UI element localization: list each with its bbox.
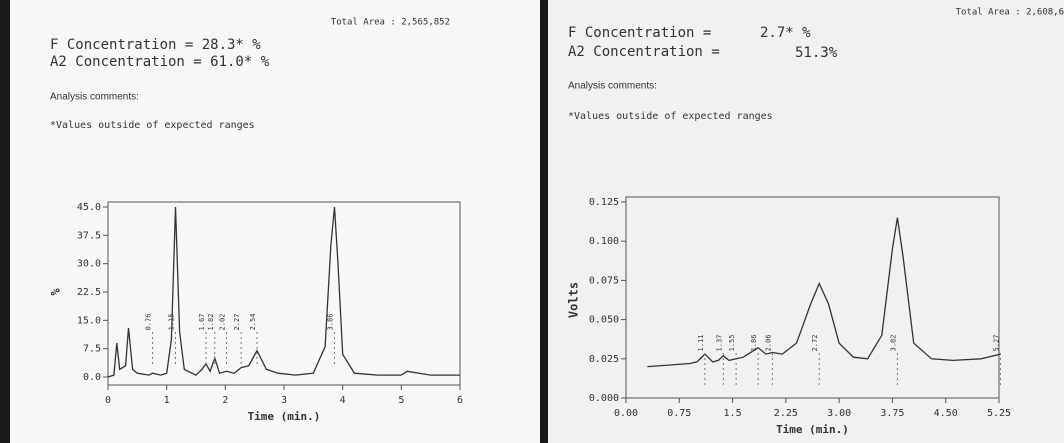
y-tick-label: 37.5 [77, 230, 101, 241]
printout-text: A2 Concentration = [568, 44, 720, 60]
peak-label: 0.76 [145, 314, 153, 331]
y-tick-label: 0.100 [589, 236, 619, 247]
printout-text: Analysis comments: [50, 92, 139, 103]
x-tick-label: 1 [164, 395, 170, 406]
peak-label: 5.27 [992, 335, 1000, 352]
peak-label: 3.86 [326, 314, 334, 331]
x-tick-label: 2 [222, 395, 228, 406]
peak-label: 2.06 [764, 335, 772, 352]
y-axis-label: % [49, 288, 63, 296]
peak-label: 1.15 [167, 314, 175, 331]
y-tick-label: 0.075 [589, 275, 619, 286]
x-tick-label: 5.25 [987, 408, 1011, 419]
printout-text: Analysis comments: [568, 81, 657, 92]
printout-text: *Values outside of expected ranges [50, 120, 255, 131]
printout-text: *Values outside of expected ranges [568, 111, 773, 122]
x-tick-label: 5 [398, 395, 404, 406]
y-tick-label: 0.125 [589, 197, 619, 208]
printout-text: 51.3% [795, 45, 838, 61]
printout-text: F Concentration = [568, 25, 711, 41]
y-tick-label: 15.0 [77, 315, 101, 326]
screenshot: F Concentration = 28.3* %A2 Concentratio… [0, 0, 1064, 443]
x-tick-label: 0.75 [667, 408, 691, 419]
y-tick-label: 7.5 [83, 344, 101, 355]
x-tick-label: 0 [105, 395, 111, 406]
x-tick-label: 3 [281, 395, 287, 406]
y-tick-label: 30.0 [77, 259, 101, 270]
peak-label: 1.37 [715, 335, 723, 352]
x-tick-label: 4.50 [934, 408, 958, 419]
page: F Concentration = 28.3* %A2 Concentratio… [0, 0, 1064, 443]
x-tick-label: 1.5 [724, 408, 742, 419]
printout-text: Total Area : 2,608,6 [956, 8, 1064, 18]
peak-label: 1.86 [750, 335, 758, 352]
x-tick-label: 3.00 [827, 408, 851, 419]
y-tick-label: 22.5 [77, 287, 101, 298]
y-tick-label: 0.025 [589, 354, 619, 365]
peak-label: 2.54 [249, 314, 257, 331]
peak-label: 2.27 [233, 314, 241, 331]
y-tick-label: 0.000 [589, 393, 619, 404]
printout-text: F Concentration = 28.3* % [50, 37, 261, 53]
peak-label: 1.67 [198, 314, 206, 331]
printout-text: Total Area : 2,565,852 [331, 18, 450, 28]
peak-label: 2.72 [811, 335, 819, 352]
x-tick-label: 0.00 [614, 408, 638, 419]
peak-label: 1.11 [697, 335, 705, 352]
printout-text: 2.7* % [760, 25, 811, 41]
y-tick-label: 0.050 [589, 315, 619, 326]
peak-label: 1.55 [728, 335, 736, 352]
y-tick-label: 0.0 [83, 372, 101, 383]
y-tick-label: 45.0 [77, 202, 101, 213]
printout-2 [548, 0, 1064, 443]
printout-text: A2 Concentration = 61.0* % [50, 54, 270, 70]
x-tick-label: 3.75 [880, 408, 904, 419]
x-tick-label: 4 [340, 395, 346, 406]
x-axis-label: Time (min.) [776, 423, 849, 436]
peak-label: 1.82 [207, 314, 215, 331]
peak-label: 3.82 [889, 335, 897, 352]
peak-label: 2.02 [219, 314, 227, 331]
x-tick-label: 2.25 [774, 408, 798, 419]
x-axis-label: Time (min.) [248, 410, 321, 423]
x-tick-label: 6 [457, 395, 463, 406]
y-axis-label: Volts [567, 282, 581, 318]
